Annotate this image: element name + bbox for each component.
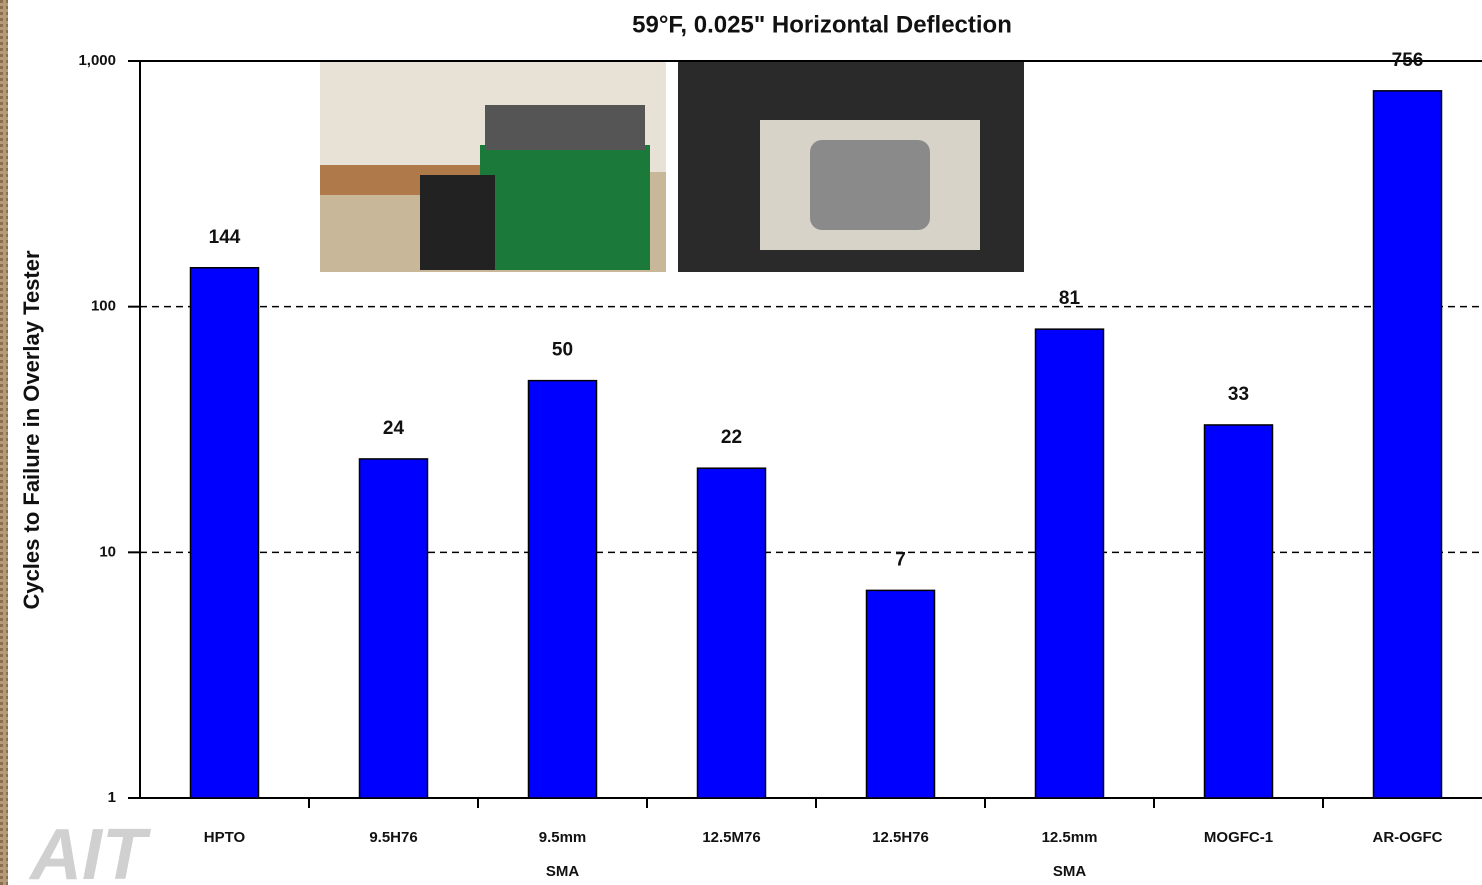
photo-device (485, 105, 645, 150)
bar (1036, 329, 1104, 798)
value-label: 22 (721, 427, 742, 448)
x-tick-label: MOGFC-1 (1204, 829, 1273, 846)
bar (529, 381, 597, 798)
photos (320, 62, 1024, 272)
value-label: 33 (1228, 384, 1249, 405)
x-tick-label: 12.5M76 (702, 829, 760, 846)
x-tick-label: 12.5H76 (872, 829, 929, 846)
y-tick-label: 1,000 (78, 52, 116, 69)
bar (191, 268, 259, 798)
y-tick-label: 10 (99, 543, 116, 560)
chart: AIT 59°F, 0.025" Horizontal Deflection C… (0, 0, 1482, 885)
value-label: 24 (383, 418, 405, 439)
y-axis-label: Cycles to Failure in Overlay Tester (19, 250, 44, 610)
bar (698, 468, 766, 798)
bar (1205, 425, 1273, 798)
logo: AIT (28, 815, 152, 885)
bar (867, 590, 935, 798)
x-tick-label: AR-OGFC (1373, 829, 1443, 846)
chart-title: 59°F, 0.025" Horizontal Deflection (632, 11, 1012, 38)
bar (360, 459, 428, 798)
photo-specimen (810, 140, 930, 230)
value-label: 50 (552, 340, 573, 361)
value-label: 756 (1392, 50, 1424, 71)
border-strip (0, 0, 8, 885)
value-label: 81 (1059, 288, 1081, 309)
x-tick-label: 9.5H76 (369, 829, 417, 846)
x-tick-label: HPTO (204, 829, 246, 846)
value-label: 7 (895, 549, 906, 570)
y-tick-label: 1 (108, 789, 116, 806)
bar (1374, 91, 1442, 798)
y-tick-label: 100 (91, 298, 116, 315)
photo-cabinet (480, 145, 650, 270)
photo-chair (420, 175, 495, 270)
value-label: 144 (209, 227, 241, 248)
